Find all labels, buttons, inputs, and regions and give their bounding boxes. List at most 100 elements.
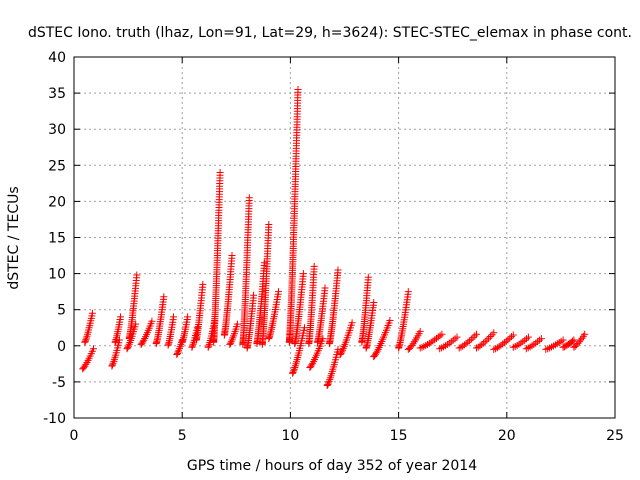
grid-lines — [74, 57, 615, 418]
data-arc — [81, 309, 96, 346]
arc-markers — [323, 345, 342, 389]
data-arc — [220, 252, 236, 339]
x-tick-label: 15 — [390, 428, 408, 444]
arc-markers — [289, 324, 308, 377]
y-tick-label: 0 — [57, 339, 66, 355]
y-tick-label: 40 — [48, 50, 66, 66]
arc-markers — [226, 320, 241, 348]
data-arc — [306, 335, 327, 371]
data-arc — [79, 345, 97, 373]
y-axis-label: dSTEC / TECUs — [6, 186, 22, 289]
data-arc — [490, 331, 517, 353]
data-arc — [289, 324, 308, 377]
arc-markers — [239, 194, 253, 348]
arc-markers — [137, 317, 156, 348]
arc-markers — [79, 345, 97, 373]
data-arc — [108, 336, 123, 370]
data-arc — [314, 284, 329, 346]
arc-markers — [111, 313, 124, 346]
arc-markers — [336, 319, 356, 358]
data-arc — [137, 317, 156, 348]
data-arc — [323, 345, 342, 389]
y-tick-label: -10 — [43, 411, 66, 427]
arc-markers — [542, 336, 567, 353]
x-tick-label: 20 — [498, 428, 516, 444]
arc-markers — [108, 336, 123, 370]
arc-markers — [285, 86, 302, 346]
data-arc — [404, 327, 424, 353]
arc-markers — [559, 336, 578, 351]
data-arc — [416, 330, 446, 352]
data-arc — [542, 336, 567, 353]
arc-markers — [522, 335, 545, 353]
x-tick-label: 0 — [70, 428, 79, 444]
data-arc — [358, 273, 372, 346]
data-arc — [152, 293, 168, 348]
data-arc — [325, 266, 342, 348]
data-arc — [370, 317, 394, 361]
y-tick-label: 5 — [57, 303, 66, 319]
arc-markers — [509, 333, 532, 351]
data-arc — [336, 319, 356, 358]
data-arc — [226, 320, 241, 348]
data-arc — [291, 270, 307, 348]
data-arc — [285, 86, 302, 346]
arc-markers — [490, 331, 517, 353]
data-arc — [164, 313, 177, 349]
arc-markers — [305, 262, 318, 348]
y-tick-label: 25 — [48, 158, 66, 174]
y-tick-label: 35 — [48, 86, 66, 102]
x-tick-label: 5 — [178, 428, 187, 444]
data-arc — [111, 313, 124, 346]
data-arc — [559, 336, 578, 351]
data-arc — [362, 299, 378, 352]
arc-markers — [81, 309, 96, 346]
y-tick-label: -5 — [52, 375, 66, 391]
arc-markers — [306, 335, 327, 371]
arc-markers — [164, 313, 177, 349]
data-arc — [395, 288, 412, 352]
data-arc — [178, 313, 192, 346]
arc-markers — [404, 327, 424, 353]
arc-markers — [416, 330, 446, 352]
arc-markers — [570, 330, 589, 351]
data-arc — [265, 288, 282, 343]
arc-markers — [220, 252, 236, 339]
data-arc — [258, 221, 273, 348]
arc-markers — [291, 270, 307, 348]
arc-markers — [455, 330, 480, 352]
arc-markers — [370, 317, 394, 361]
arc-markers — [125, 271, 141, 343]
y-tick-label: 10 — [48, 267, 66, 283]
arc-markers — [395, 288, 412, 352]
data-points — [79, 86, 589, 389]
arc-markers — [258, 221, 273, 348]
data-arc — [455, 330, 480, 352]
arc-markers — [265, 288, 282, 343]
y-tick-label: 20 — [48, 194, 66, 210]
x-axis-label: GPS time / hours of day 352 of year 2014 — [187, 458, 477, 474]
x-axis-ticks: 0 5 10 15 20 25 — [70, 57, 624, 444]
x-tick-label: 25 — [606, 428, 624, 444]
data-arc — [192, 280, 207, 344]
data-arc — [473, 329, 498, 352]
data-arc — [210, 169, 224, 346]
arc-markers — [178, 313, 192, 346]
arc-markers — [473, 329, 498, 352]
data-arc — [125, 271, 141, 343]
arc-markers — [362, 299, 378, 352]
y-axis-ticks: -10 -5 0 5 10 15 20 25 30 35 40 — [43, 50, 615, 427]
arc-markers — [358, 273, 372, 346]
data-arc — [522, 335, 545, 353]
arc-markers — [314, 284, 329, 346]
chart-title: dSTEC Iono. truth (lhaz, Lon=91, Lat=29,… — [28, 25, 632, 41]
data-arc — [243, 291, 258, 352]
arc-markers — [325, 266, 342, 348]
arc-markers — [210, 169, 224, 346]
arc-markers — [243, 291, 258, 352]
y-tick-label: 30 — [48, 122, 66, 138]
arc-markers — [436, 333, 461, 353]
arc-markers — [152, 293, 168, 348]
data-arc — [570, 330, 589, 351]
